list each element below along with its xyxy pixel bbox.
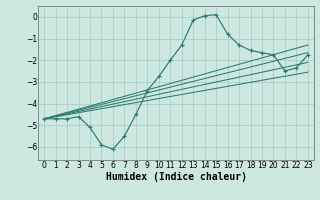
X-axis label: Humidex (Indice chaleur): Humidex (Indice chaleur) xyxy=(106,172,246,182)
